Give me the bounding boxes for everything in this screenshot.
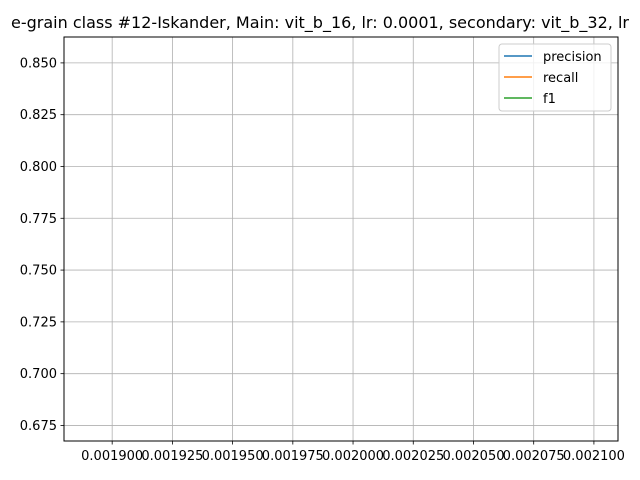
y-tick-label: 0.750 <box>20 264 57 279</box>
legend-label-precision: precision <box>543 50 602 65</box>
plot-area-frame <box>63 36 619 442</box>
x-tick-label: 0.002100 <box>563 449 625 464</box>
legend-frame <box>498 43 612 112</box>
legend: precision recall f1 <box>498 43 612 112</box>
x-tick-label: 0.001950 <box>202 449 264 464</box>
y-tick-label: 0.775 <box>20 212 57 227</box>
chart-title: e-grain class #12-Iskander, Main: vit_b_… <box>11 13 629 33</box>
x-tick-label: 0.001925 <box>141 449 203 464</box>
x-tick-label: 0.001975 <box>262 449 324 464</box>
x-tick-label: 0.002000 <box>322 449 384 464</box>
y-tick-label: 0.825 <box>20 108 57 123</box>
y-tick-label: 0.700 <box>20 367 57 382</box>
x-tick-label: 0.001900 <box>81 449 143 464</box>
x-axis-ticks: 0.0019000.0019250.0019500.0019750.002000… <box>81 441 625 464</box>
x-tick-label: 0.002050 <box>442 449 504 464</box>
y-tick-label: 0.675 <box>20 419 57 434</box>
legend-label-f1: f1 <box>543 92 556 107</box>
y-tick-label: 0.800 <box>20 160 57 175</box>
legend-label-recall: recall <box>543 71 578 86</box>
y-axis-ticks: 0.675 0.700 0.725 0.750 0.775 0.800 0.825 0.850 <box>20 56 64 434</box>
y-tick-label: 0.850 <box>20 56 57 71</box>
x-tick-label: 0.002075 <box>503 449 565 464</box>
x-tick-label: 0.002025 <box>382 449 444 464</box>
y-tick-label: 0.725 <box>20 315 57 330</box>
